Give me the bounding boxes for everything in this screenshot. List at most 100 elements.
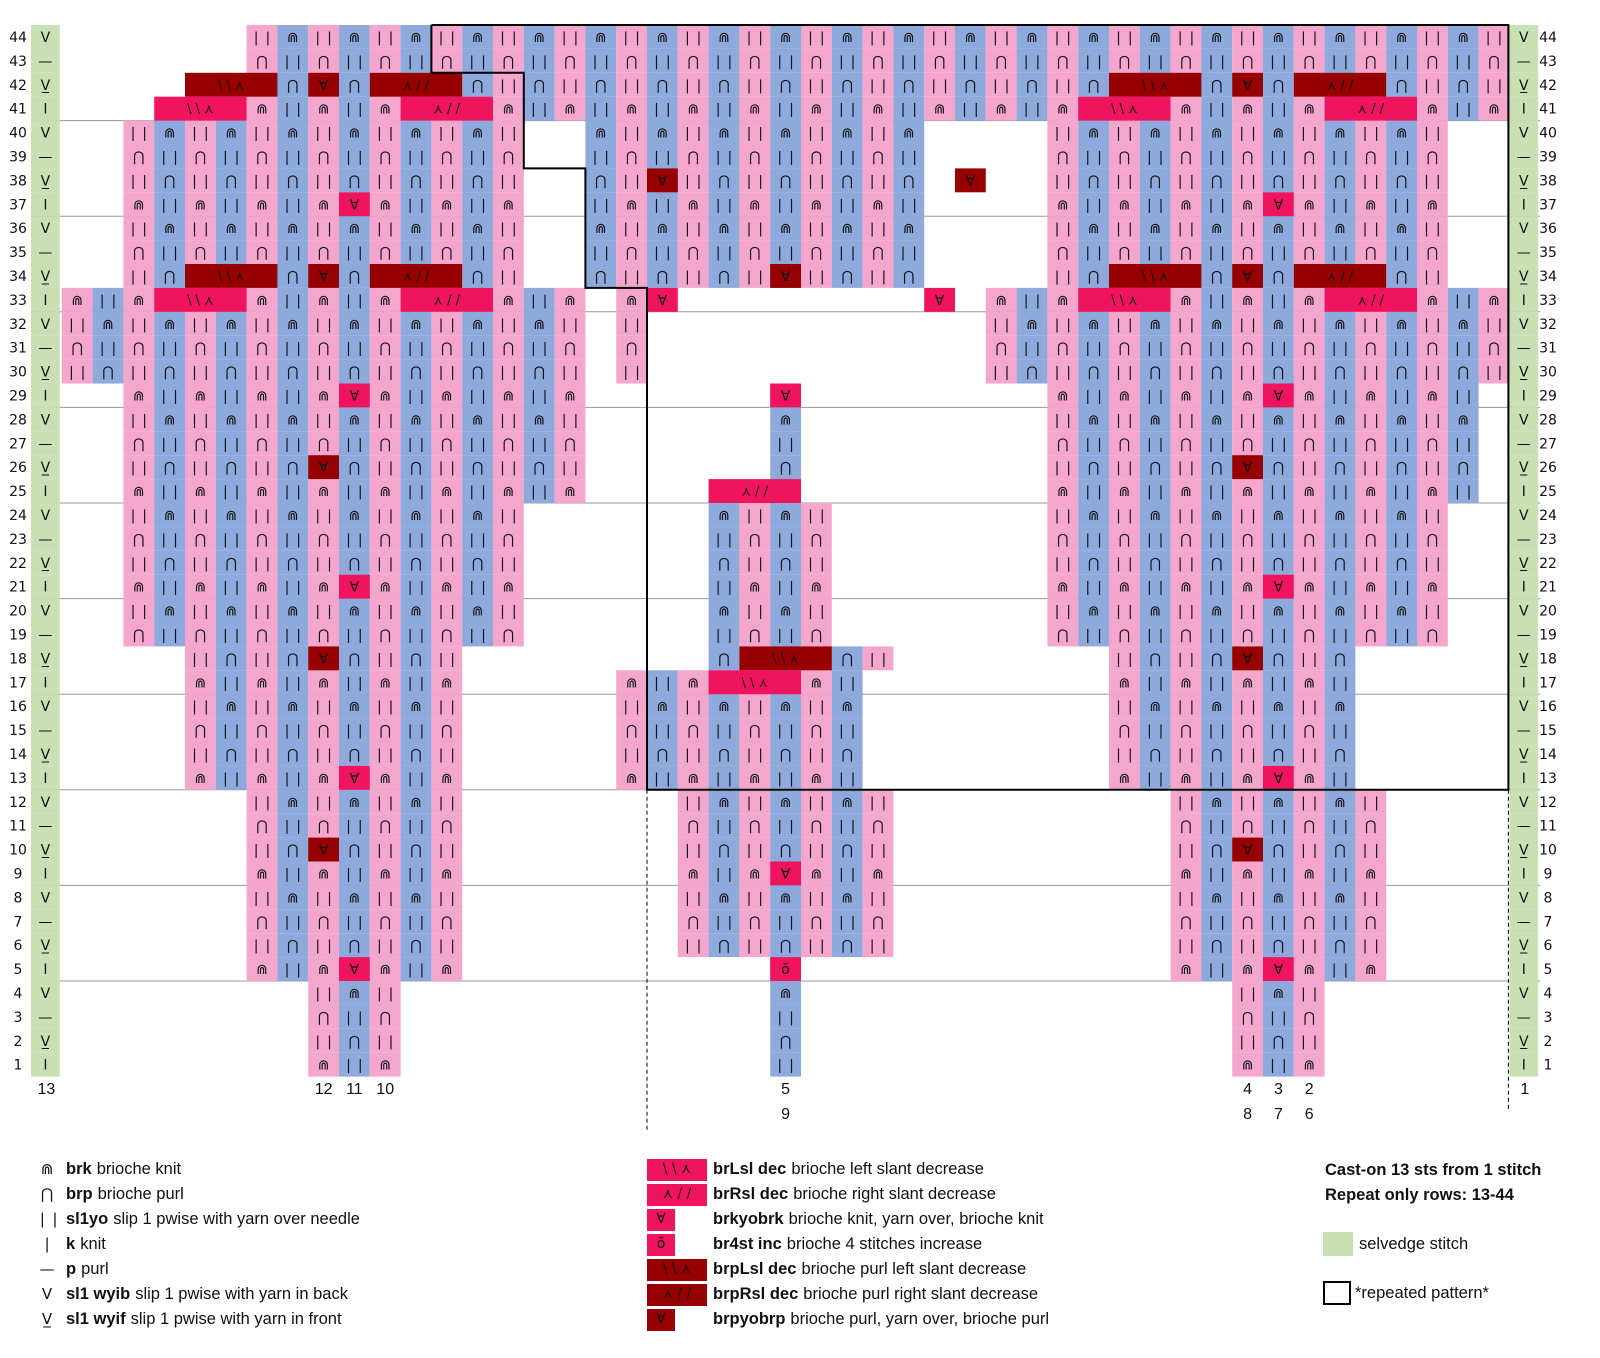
stitch-cell-symbol: ❘❘ (1236, 699, 1259, 715)
stitch-cell-symbol: ❘❘ (651, 54, 674, 70)
stitch-cell-symbol: ⋂ (1303, 149, 1314, 165)
stitch-cell (677, 144, 709, 169)
stitch-cell-symbol: ⋒ (687, 771, 699, 787)
stitch-cell-symbol: ❘❘ (1328, 388, 1351, 404)
stitch-cell (400, 216, 432, 241)
stitch-cell-symbol: ⋂ (410, 173, 421, 189)
stitch-cell (246, 168, 278, 193)
stitch-cell-symbol: ⋒ (164, 221, 176, 237)
stitch-cell-symbol: ❘❘ (1236, 795, 1259, 811)
stitch-cell (185, 192, 216, 217)
stitch-cell (862, 264, 894, 288)
stitch-cell (523, 25, 555, 49)
stitch-cell-symbol: ❘❘ (866, 938, 889, 954)
stitch-cell (1447, 48, 1479, 73)
stitch-cell-symbol: ⋂ (533, 460, 544, 476)
stitch-cell (1078, 25, 1109, 49)
stitch-cell-symbol: ❘❘ (1205, 962, 1228, 978)
selvedge-symbol: V̲ (1519, 173, 1529, 189)
stitch-cell-symbol: ⋒ (657, 221, 669, 237)
stitch-cell-symbol: ⋂ (1427, 627, 1438, 643)
column-label: 2 (1305, 1081, 1314, 1098)
row-number-left: 19 (9, 627, 27, 643)
stitch-cell-symbol: ❘❘ (897, 197, 920, 213)
stitch-cell-symbol: ❘❘ (1205, 149, 1228, 165)
stitch-cell-symbol: ⋂ (133, 627, 144, 643)
stitch-cell (339, 240, 370, 264)
stitch-cell-symbol: ❘❘ (712, 771, 735, 787)
stitch-cell-symbol: ❘❘ (373, 651, 396, 667)
stitch-cell-symbol: ❘❘ (497, 460, 520, 476)
stitch-cell-symbol: ⋒ (318, 675, 330, 691)
stitch-cell-symbol: ❘❘ (835, 771, 858, 787)
stitch-cell-symbol: ⋒ (1273, 508, 1285, 524)
decrease-cell-symbol: ∀ (658, 173, 668, 189)
stitch-cell-symbol: ❘❘ (1236, 126, 1259, 142)
stitch-cell-symbol: ⋒ (1211, 126, 1223, 142)
stitch-cell (831, 240, 863, 264)
legend-desc: brioche purl (97, 1185, 184, 1203)
stitch-cell (1355, 359, 1387, 384)
legend-desc: brioche left slant decrease (791, 1160, 984, 1178)
stitch-cell-symbol: ⋂ (318, 341, 329, 357)
stitch-cell-symbol: ❘❘ (866, 78, 889, 94)
stitch-cell-symbol: ⋒ (318, 293, 330, 309)
legend-abbr: br4st inc (713, 1235, 782, 1253)
stitch-cell-symbol: ⋂ (195, 627, 206, 643)
decrease-cell-symbol: ∀ (319, 269, 329, 285)
stitch-cell-symbol: ⋒ (441, 484, 453, 500)
stitch-cell (123, 311, 155, 336)
stitch-cell-symbol: ⋂ (687, 819, 698, 835)
stitch-cell-symbol: ❘❘ (65, 365, 88, 381)
stitch-cell (308, 216, 339, 241)
stitch-cell-symbol: ⋒ (1396, 604, 1408, 620)
stitch-cell-symbol: ❘❘ (1390, 149, 1413, 165)
stitch-cell-symbol: ⋂ (441, 914, 452, 930)
stitch-cell-symbol: ❘❘ (835, 866, 858, 882)
stitch-cell-symbol: ❘❘ (1359, 365, 1382, 381)
stitch-cell-symbol: ⋂ (1334, 460, 1345, 476)
stitch-cell-symbol: ⋒ (410, 795, 422, 811)
stitch-cell-symbol: ❘❘ (127, 412, 150, 428)
stitch-cell (1047, 48, 1079, 73)
stitch-cell-symbol: ❘❘ (774, 580, 797, 596)
stitch-cell-symbol: ❘❘ (1297, 651, 1320, 667)
stitch-cell (185, 240, 216, 264)
stitch-cell (154, 264, 185, 288)
stitch-cell (1078, 383, 1109, 408)
stitch-cell-symbol: ❘❘ (466, 484, 489, 500)
stitch-cell-symbol: ❘❘ (373, 795, 396, 811)
stitch-cell-symbol: ❘❘ (312, 365, 335, 381)
stitch-cell (554, 383, 586, 408)
stitch-cell-symbol: ❘❘ (1174, 221, 1197, 237)
stitch-cell-symbol: ⋒ (811, 866, 823, 882)
stitch-cell-symbol: ⋒ (1119, 580, 1131, 596)
stitch-cell (1016, 335, 1048, 360)
stitch-cell-symbol: ⋒ (1396, 317, 1408, 333)
stitch-cell (277, 287, 309, 312)
stitch-cell-symbol: ❘❘ (1328, 484, 1351, 500)
stitch-cell (554, 359, 586, 384)
stitch-cell-symbol: ❘❘ (158, 484, 181, 500)
stitch-cell-symbol: ❘❘ (1205, 723, 1228, 739)
stitch-cell-symbol: ❘❘ (250, 126, 273, 142)
stitch-cell (1293, 25, 1325, 49)
row-number-right: 25 (1539, 484, 1557, 500)
legend-stitch-icon: ❘❘ (36, 1210, 62, 1228)
stitch-cell-symbol: ⋒ (1211, 412, 1223, 428)
stitch-cell-symbol: ⋂ (780, 460, 791, 476)
selvedge-symbol: V̲ (41, 938, 51, 954)
stitch-cell-symbol: ⋒ (71, 293, 83, 309)
stitch-cell-symbol: ⋂ (841, 938, 852, 954)
stitch-cell-symbol: ⋂ (256, 245, 267, 261)
stitch-cell-symbol: ⋒ (225, 317, 237, 333)
stitch-cell-symbol: ⋂ (195, 532, 206, 548)
stitch-cell-symbol: ❘❘ (1328, 627, 1351, 643)
stitch-cell (862, 96, 894, 121)
stitch-cell (708, 72, 740, 97)
stitch-cell-symbol: ⋒ (287, 795, 299, 811)
stitch-cell-symbol: ❘❘ (189, 604, 212, 620)
stitch-cell-symbol: ⋂ (780, 78, 791, 94)
stitch-cell (523, 359, 555, 384)
stitch-cell-symbol: ❘❘ (435, 843, 458, 859)
